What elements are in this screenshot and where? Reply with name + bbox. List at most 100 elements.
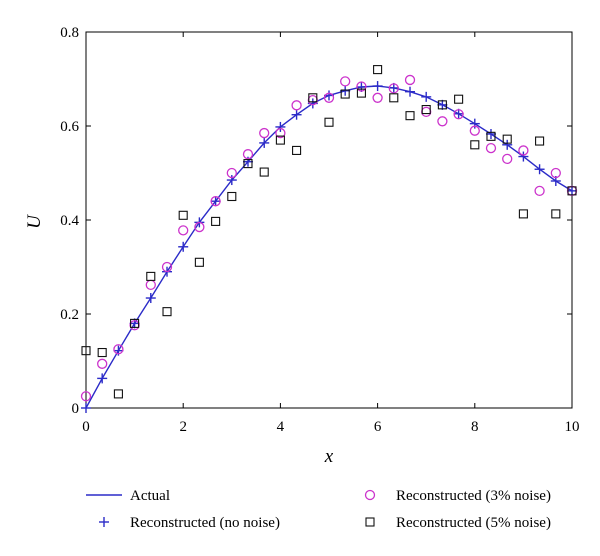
data-point	[485, 142, 497, 154]
data-point	[534, 164, 545, 175]
x-tick-label: 10	[565, 419, 580, 435]
plot-marks	[80, 65, 578, 413]
data-point	[437, 100, 447, 110]
legend-marker	[365, 517, 375, 527]
data-point	[323, 92, 335, 103]
legend-label: Reconstructed (no noise)	[130, 515, 280, 531]
data-point	[567, 185, 577, 196]
data-point	[226, 167, 237, 179]
data-point	[242, 149, 254, 160]
data-point	[551, 209, 561, 219]
data-point	[502, 153, 513, 165]
y-tick-label: 0	[72, 401, 80, 417]
series-1	[81, 81, 577, 413]
data-point	[405, 111, 415, 121]
data-point	[194, 257, 204, 267]
data-point	[518, 145, 529, 156]
data-point	[356, 88, 366, 98]
data-point	[145, 293, 156, 304]
data-point	[535, 136, 545, 146]
data-point	[292, 145, 302, 155]
x-tick-label: 6	[374, 419, 382, 435]
data-point	[437, 99, 448, 110]
data-point	[81, 346, 91, 356]
data-point	[97, 358, 108, 369]
series-3	[81, 65, 577, 399]
data-point	[178, 210, 188, 220]
data-point	[243, 159, 253, 169]
data-point	[162, 307, 172, 317]
data-point	[259, 127, 270, 139]
data-point	[373, 65, 383, 75]
data-point	[453, 108, 464, 119]
data-point	[518, 209, 528, 219]
data-point	[275, 127, 286, 139]
series-0	[85, 85, 573, 409]
data-point	[340, 85, 351, 96]
x-tick-label: 8	[471, 419, 479, 435]
y-tick-label: 0.8	[60, 25, 79, 41]
legend-item: Reconstructed (no noise)	[99, 515, 280, 531]
data-point	[308, 93, 318, 103]
y-tick-label: 0.4	[60, 213, 79, 229]
data-point	[356, 81, 367, 92]
data-point	[469, 125, 480, 136]
data-point	[518, 151, 529, 162]
legend: Actual Reconstructed (no noise) Reconstruc…	[86, 488, 551, 531]
data-point	[421, 91, 432, 102]
y-axis-label: U	[24, 214, 45, 229]
x-axis-ticks: 0 2 4 6 8 10	[82, 32, 580, 435]
data-point	[161, 261, 173, 273]
x-tick-label: 4	[277, 419, 285, 435]
data-point	[486, 131, 496, 141]
data-point	[275, 121, 286, 132]
data-point	[469, 118, 480, 129]
data-point	[145, 279, 156, 291]
data-point	[404, 74, 416, 86]
y-axis-ticks: 0 0.2 0.4 0.6 0.8	[60, 25, 572, 417]
x-tick-label: 0	[82, 419, 90, 435]
data-point	[421, 106, 432, 118]
data-point	[226, 175, 237, 186]
legend-marker	[364, 489, 376, 501]
data-point	[194, 221, 205, 233]
data-point	[113, 389, 123, 399]
data-point	[259, 137, 270, 148]
series-line-actual	[85, 85, 573, 409]
data-point	[388, 82, 399, 93]
data-point	[210, 196, 221, 207]
data-point	[80, 391, 92, 402]
data-point	[97, 373, 108, 384]
x-tick-label: 2	[179, 419, 187, 435]
data-point	[454, 94, 464, 104]
series-2	[80, 74, 578, 402]
legend-label: Reconstructed (3% noise)	[396, 488, 551, 504]
data-point	[211, 216, 221, 226]
data-point	[550, 167, 561, 179]
legend-item: Reconstructed (3% noise)	[364, 488, 551, 504]
data-point	[485, 128, 496, 139]
data-point	[146, 271, 156, 281]
data-point	[405, 86, 416, 97]
data-point	[470, 140, 480, 150]
data-point	[437, 116, 448, 127]
data-point	[502, 134, 512, 144]
data-point	[178, 225, 189, 236]
data-point	[372, 81, 383, 92]
legend-item: Reconstructed (5% noise)	[365, 515, 551, 531]
data-point	[275, 135, 285, 145]
data-point	[388, 83, 399, 94]
data-point	[178, 241, 189, 252]
legend-label: Actual	[130, 488, 170, 504]
data-point	[291, 100, 302, 111]
data-point	[534, 185, 545, 197]
data-point	[129, 318, 140, 329]
data-point	[356, 81, 367, 92]
data-point	[227, 191, 237, 202]
data-point	[340, 89, 350, 99]
data-point	[324, 117, 334, 127]
data-point	[453, 109, 464, 120]
data-point	[259, 167, 269, 177]
data-point	[421, 105, 431, 115]
